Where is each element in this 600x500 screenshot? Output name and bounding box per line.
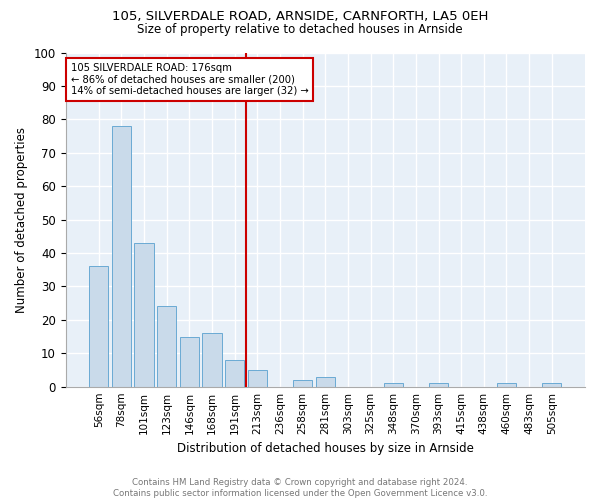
Bar bbox=[225, 360, 244, 386]
Bar bbox=[248, 370, 267, 386]
Text: Size of property relative to detached houses in Arnside: Size of property relative to detached ho… bbox=[137, 22, 463, 36]
Bar bbox=[497, 384, 516, 386]
Bar bbox=[293, 380, 312, 386]
Bar bbox=[134, 243, 154, 386]
Bar bbox=[202, 333, 221, 386]
Y-axis label: Number of detached properties: Number of detached properties bbox=[15, 126, 28, 312]
Bar bbox=[112, 126, 131, 386]
Bar bbox=[383, 384, 403, 386]
X-axis label: Distribution of detached houses by size in Arnside: Distribution of detached houses by size … bbox=[177, 442, 474, 455]
Text: 105 SILVERDALE ROAD: 176sqm
← 86% of detached houses are smaller (200)
14% of se: 105 SILVERDALE ROAD: 176sqm ← 86% of det… bbox=[71, 62, 308, 96]
Bar bbox=[542, 384, 562, 386]
Bar bbox=[429, 384, 448, 386]
Bar bbox=[180, 336, 199, 386]
Bar bbox=[157, 306, 176, 386]
Bar bbox=[316, 376, 335, 386]
Bar bbox=[89, 266, 109, 386]
Text: Contains HM Land Registry data © Crown copyright and database right 2024.
Contai: Contains HM Land Registry data © Crown c… bbox=[113, 478, 487, 498]
Text: 105, SILVERDALE ROAD, ARNSIDE, CARNFORTH, LA5 0EH: 105, SILVERDALE ROAD, ARNSIDE, CARNFORTH… bbox=[112, 10, 488, 23]
